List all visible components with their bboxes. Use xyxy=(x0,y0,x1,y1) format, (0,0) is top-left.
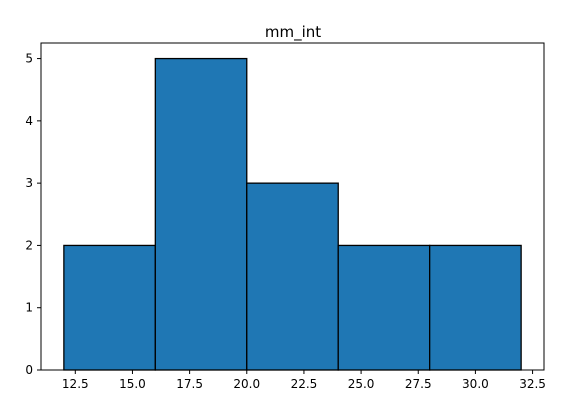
y-tick-label-5: 4 xyxy=(25,114,33,128)
x-tick-label-4: 20.0 xyxy=(233,377,260,391)
x-tick-label-1: 12.5 xyxy=(62,377,89,391)
y-tick-label-6: 5 xyxy=(25,52,33,66)
x-tick-label-5: 22.5 xyxy=(291,377,318,391)
x-tick-label-3: 17.5 xyxy=(176,377,203,391)
y-tick-label-1: 0 xyxy=(25,363,33,377)
plot-frame xyxy=(40,42,545,371)
histogram-bar-1 xyxy=(63,244,156,371)
y-axis: 0 1 2 3 4 5 xyxy=(25,52,41,377)
x-tick-label-8: 30.0 xyxy=(462,377,489,391)
histogram-bar-5 xyxy=(429,244,522,371)
y-tick-label-3: 2 xyxy=(25,238,33,252)
x-tick-label-2: 15.0 xyxy=(119,377,146,391)
x-axis: 12.5 15.0 17.5 20.0 22.5 25.0 27.5 30.0 32.5 xyxy=(62,370,546,391)
x-tick-label-9: 32.5 xyxy=(519,377,546,391)
histogram-bar-3 xyxy=(246,182,339,371)
histogram-bar-4 xyxy=(337,244,431,371)
x-tick-label-7: 27.5 xyxy=(405,377,432,391)
chart-title: mm_int xyxy=(265,23,321,42)
histogram-bar-2 xyxy=(154,57,248,371)
x-tick-label-6: 25.0 xyxy=(348,377,375,391)
bars-layer xyxy=(63,57,522,371)
y-tick-label-4: 3 xyxy=(25,176,33,190)
y-tick-label-2: 1 xyxy=(25,301,33,315)
